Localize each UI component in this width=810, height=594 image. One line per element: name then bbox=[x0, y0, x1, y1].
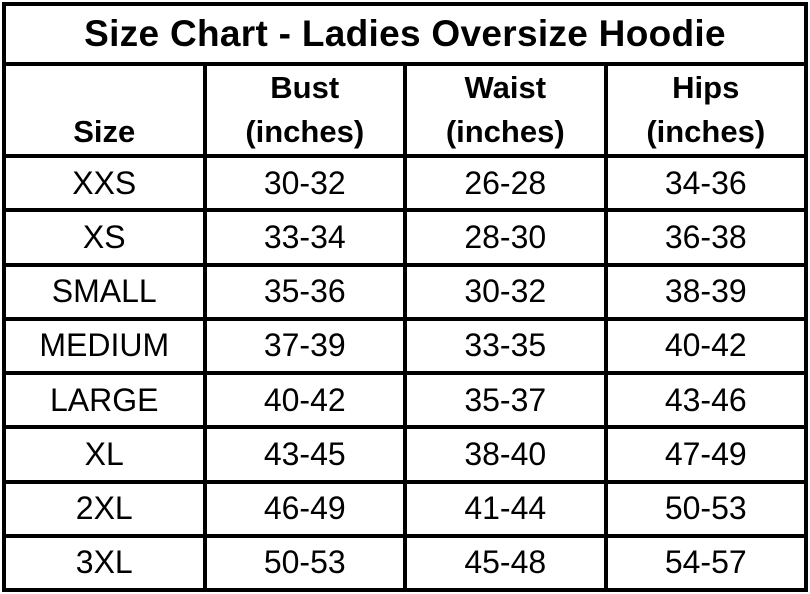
table-body: XXS 30-32 26-28 34-36 XS 33-34 28-30 36-… bbox=[2, 153, 808, 593]
waist-value: 33-35 bbox=[403, 316, 608, 376]
table-row: XS 33-34 28-30 36-38 bbox=[2, 208, 808, 267]
waist-value: 28-30 bbox=[403, 208, 608, 267]
bust-value: 37-39 bbox=[202, 316, 407, 376]
size-value: XL bbox=[2, 425, 207, 484]
title-row: Size Chart - Ladies Oversize Hoodie bbox=[2, 2, 808, 66]
header-waist-label: Waist bbox=[464, 70, 547, 105]
size-value: XS bbox=[2, 208, 207, 267]
header-bust-label: Bust bbox=[270, 70, 340, 105]
size-value: XXS bbox=[2, 153, 207, 213]
waist-value: 35-37 bbox=[403, 370, 608, 430]
header-cell-bust: Bust (inches) bbox=[202, 62, 407, 158]
header-hips-label: Hips bbox=[672, 70, 740, 105]
table-row: MEDIUM 37-39 33-35 40-42 bbox=[2, 316, 808, 376]
hips-value: 38-39 bbox=[603, 262, 808, 321]
bust-value: 50-53 bbox=[202, 533, 407, 593]
size-value: LARGE bbox=[2, 370, 207, 430]
waist-value: 30-32 bbox=[403, 262, 608, 321]
hips-value: 40-42 bbox=[603, 316, 808, 376]
bust-value: 35-36 bbox=[202, 262, 407, 321]
table-row: XL 43-45 38-40 47-49 bbox=[2, 425, 808, 484]
bust-value: 40-42 bbox=[202, 370, 407, 430]
bust-value: 30-32 bbox=[202, 153, 407, 213]
waist-value: 38-40 bbox=[403, 425, 608, 484]
table-row: XXS 30-32 26-28 34-36 bbox=[2, 153, 808, 213]
hips-value: 47-49 bbox=[603, 425, 808, 484]
page-title: Size Chart - Ladies Oversize Hoodie bbox=[2, 2, 808, 66]
hips-value: 36-38 bbox=[603, 208, 808, 267]
header-bust-unit: (inches) bbox=[245, 114, 365, 149]
table-row: SMALL 35-36 30-32 38-39 bbox=[2, 262, 808, 321]
size-value: SMALL bbox=[2, 262, 207, 321]
table-row: 2XL 46-49 41-44 50-53 bbox=[2, 479, 808, 538]
table-row: 3XL 50-53 45-48 54-57 bbox=[2, 533, 808, 593]
bust-value: 33-34 bbox=[202, 208, 407, 267]
column-header-row: Size Bust (inches) Waist (inches) Hips (inc… bbox=[2, 62, 808, 158]
header-cell-waist: Waist (inches) bbox=[403, 62, 608, 158]
bust-value: 43-45 bbox=[202, 425, 407, 484]
waist-value: 41-44 bbox=[403, 479, 608, 538]
hips-value: 50-53 bbox=[603, 479, 808, 538]
bust-value: 46-49 bbox=[202, 479, 407, 538]
table-row: LARGE 40-42 35-37 43-46 bbox=[2, 370, 808, 430]
hips-value: 34-36 bbox=[603, 153, 808, 213]
waist-value: 45-48 bbox=[403, 533, 608, 593]
waist-value: 26-28 bbox=[403, 153, 608, 213]
size-value: 2XL bbox=[2, 479, 207, 538]
header-hips-unit: (inches) bbox=[646, 114, 766, 149]
header-cell-hips: Hips (inches) bbox=[603, 62, 808, 158]
table-header: Size Chart - Ladies Oversize Hoodie Size… bbox=[2, 2, 808, 158]
size-value: MEDIUM bbox=[2, 316, 207, 376]
header-size-label: Size bbox=[73, 114, 136, 149]
header-waist-unit: (inches) bbox=[445, 114, 565, 149]
size-value: 3XL bbox=[2, 533, 207, 593]
header-cell-size: Size bbox=[2, 62, 207, 158]
hips-value: 43-46 bbox=[603, 370, 808, 430]
hips-value: 54-57 bbox=[603, 533, 808, 593]
